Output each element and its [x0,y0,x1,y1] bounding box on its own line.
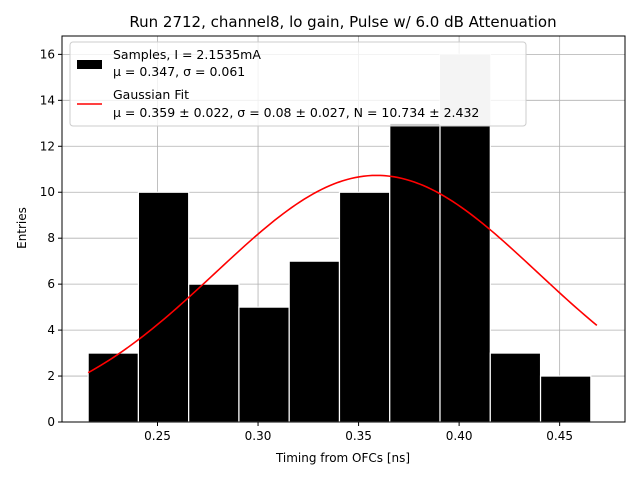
y-tick-label: 10 [40,185,55,199]
histogram-bars [87,53,592,423]
y-tick-label: 0 [47,415,55,429]
x-tick-label: 0.45 [546,429,573,443]
histogram-bar [539,375,592,423]
y-tick-label: 12 [40,139,55,153]
plot-area-frame [61,35,626,423]
y-axis-ticks: 0 2 4 6 8 10 12 14 16 [40,47,62,429]
y-tick-label: 8 [47,231,55,245]
y-axis-label: Entries [15,207,29,249]
y-tick-label: 4 [47,323,55,337]
legend-fit-label: Gaussian Fit [113,87,189,102]
x-tick-label: 0.30 [245,429,272,443]
y-tick-label: 6 [47,277,55,291]
x-tick-label: 0.35 [345,429,372,443]
y-tick-label: 14 [40,93,55,107]
histogram-bar [338,191,391,423]
histogram-bar [489,352,542,423]
histogram-bar [238,306,290,423]
legend-samples-swatch [77,60,102,69]
y-tick-label: 16 [40,47,55,61]
gaussian-fit-curve [87,174,598,374]
legend-fit-stats: μ = 0.359 ± 0.022, σ = 0.08 ± 0.027, N =… [113,105,479,120]
x-axis-label: Timing from OFCs [ns] [275,451,410,465]
y-tick-label: 2 [47,369,55,383]
x-tick-label: 0.40 [446,429,473,443]
histogram-bar [188,283,240,423]
legend: Samples, I = 2.1535mA μ = 0.347, σ = 0.0… [69,41,527,127]
axes-frame [61,35,626,423]
chart-title: Run 2712, channel8, lo gain, Pulse w/ 6.… [129,13,556,31]
x-axis-ticks: 0.25 0.30 0.35 0.40 0.45 [144,422,573,443]
legend-samples-stats: μ = 0.347, σ = 0.061 [113,64,245,79]
legend-samples-label: Samples, I = 2.1535mA [113,47,261,62]
histogram-bar [389,122,441,423]
histogram-bar [288,260,341,423]
x-tick-label: 0.25 [144,429,171,443]
legend-box [69,41,527,127]
histogram-bar [137,191,190,423]
histogram-bar [87,352,140,423]
